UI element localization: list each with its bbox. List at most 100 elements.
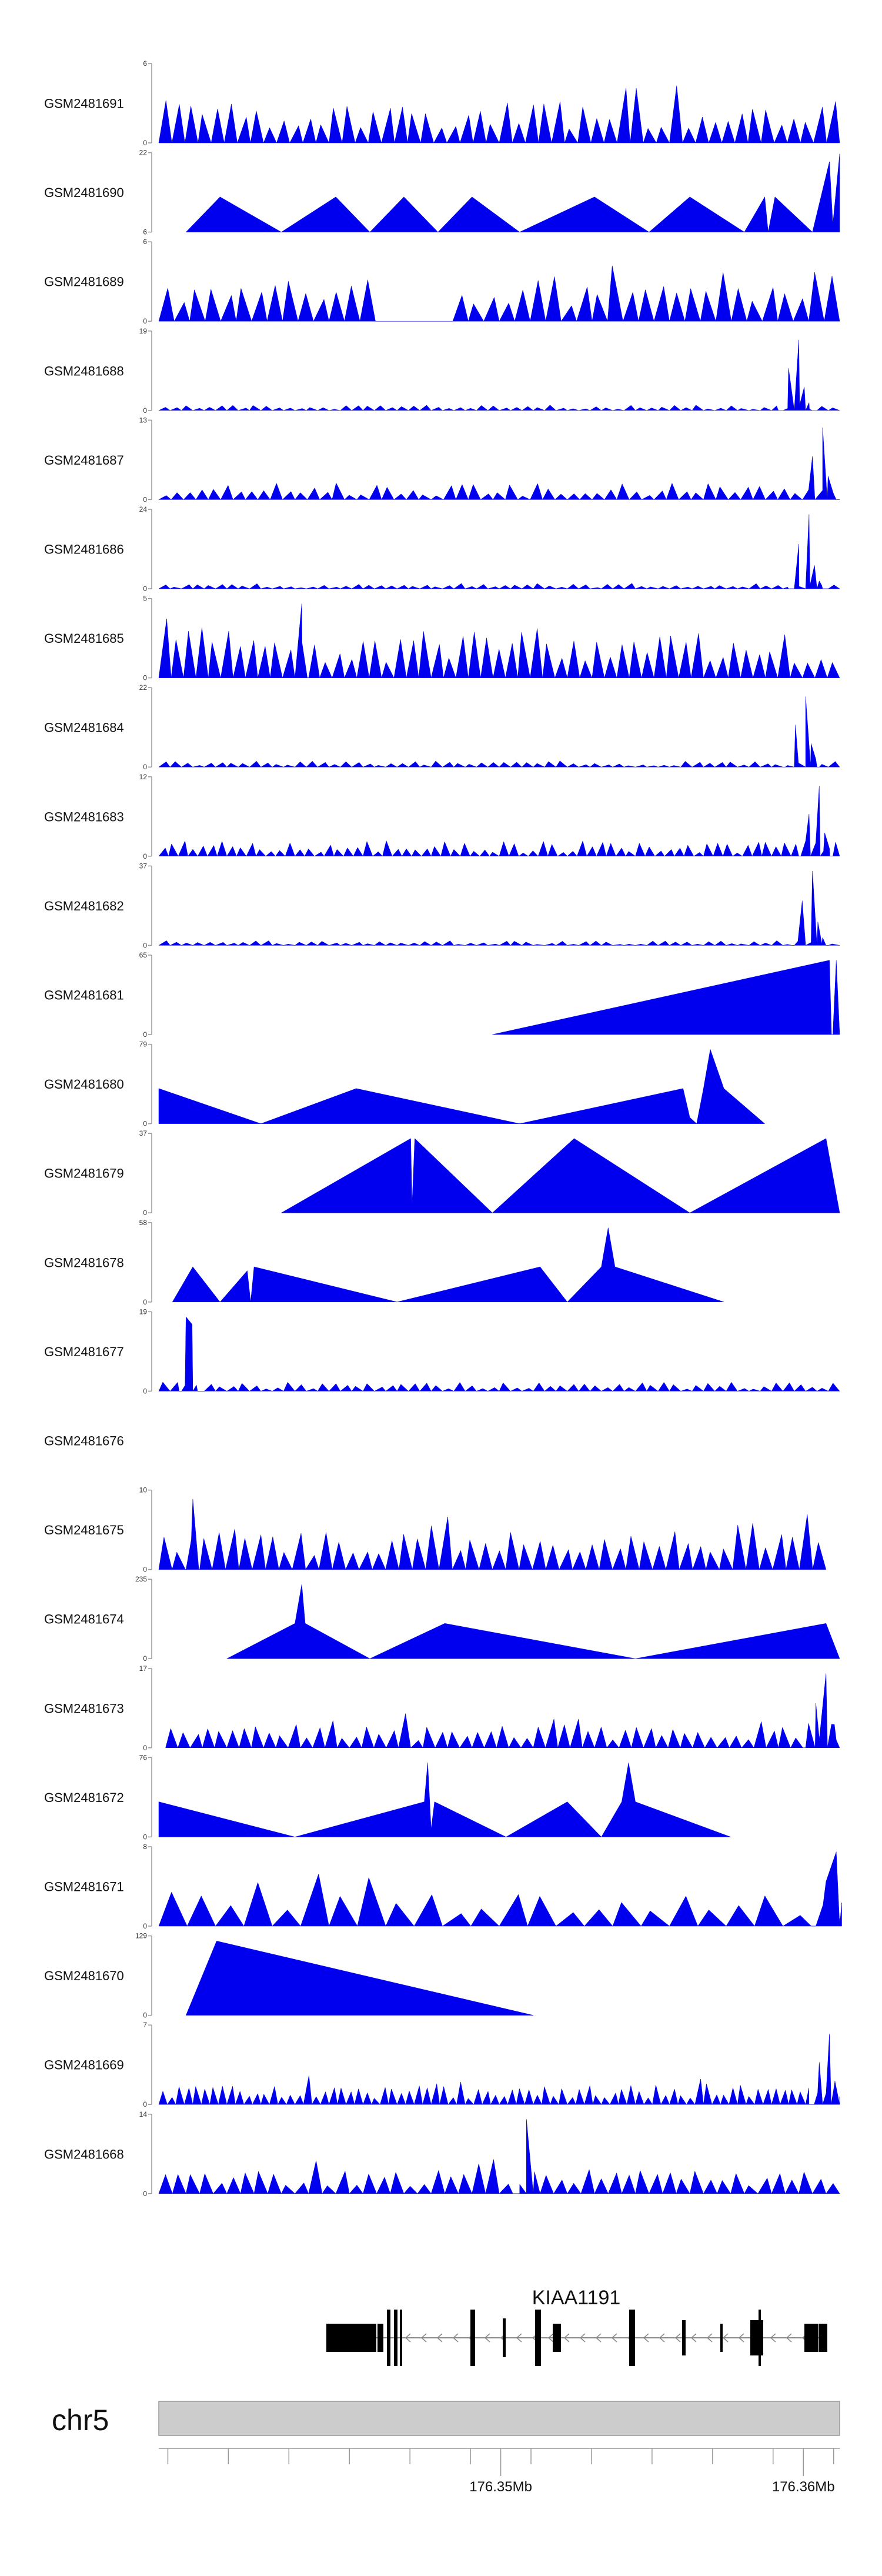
strand-chevron [595,2333,602,2343]
coverage-area [158,786,840,857]
strand-chevron [674,2333,681,2343]
gene-exon [535,2310,541,2366]
gene-exon [377,2324,383,2352]
track-label: GSM2481686 [44,542,124,557]
y-max-label: 22 [139,683,148,692]
track-label: GSM2481681 [44,988,124,1003]
y-max-label: 5 [143,595,147,603]
coverage-area [158,1499,827,1570]
gene-exon [819,2324,827,2352]
y-min-label: 0 [143,1298,147,1306]
track-label: GSM2481669 [44,2058,124,2073]
coverage-track: GSM2481669 7 0 [44,2021,840,2108]
y-min-label: 0 [143,1387,147,1395]
gene-exon [503,2318,506,2357]
y-min-label: 0 [143,139,147,147]
y-min-label: 0 [143,1654,147,1663]
y-min-label: 0 [143,1566,147,1574]
coverage-track: GSM2481683 12 0 [44,773,840,860]
strand-chevron [452,2333,459,2343]
coverage-track: GSM2481672 76 0 [44,1753,731,1841]
coverage-area [492,960,840,1035]
coverage-area [158,870,840,946]
coverage-area [158,603,840,679]
coverage-area [158,2119,840,2194]
strand-chevron [579,2333,586,2343]
strand-chevron [722,2333,729,2343]
y-max-label: 17 [139,1664,148,1673]
coverage-area [158,514,840,589]
y-min-label: 0 [143,941,147,949]
y-max-label: 6 [143,59,147,68]
y-max-label: 37 [139,862,148,870]
coverage-track: GSM2481690 22 6 [44,149,840,236]
coverage-area [185,154,840,233]
y-max-label: 129 [135,1932,147,1940]
strand-chevron [547,2333,554,2343]
track-label: GSM2481685 [44,631,124,646]
coverage-area [158,2034,840,2105]
track-label: GSM2481670 [44,1968,124,1983]
y-min-label: 0 [143,852,147,860]
gene-exon [629,2310,635,2366]
gene-exon [394,2310,397,2366]
coverage-area [158,265,840,322]
strand-chevron [659,2333,665,2343]
y-max-label: 76 [139,1753,148,1761]
y-max-label: 19 [139,327,148,335]
strand-chevron [563,2333,570,2343]
y-max-label: 37 [139,1129,148,1137]
gene-model: KIAA1191 [326,2287,827,2366]
chromosome-label: chr5 [52,2404,109,2437]
track-label: GSM2481679 [44,1166,124,1181]
coverage-area [158,340,840,411]
coverage-track: GSM2481680 79 0 [44,1040,766,1128]
strand-chevron [484,2333,490,2343]
strand-chevron [690,2333,697,2343]
coverage-track: GSM2481676 [44,1434,124,1449]
y-max-label: 8 [143,1843,147,1851]
coverage-area [158,1316,840,1392]
track-label: GSM2481672 [44,1790,124,1805]
strand-chevron [405,2333,411,2343]
track-label: GSM2481690 [44,185,124,200]
coverage-track: GSM2481675 10 0 [44,1486,827,1574]
gene-exon [804,2324,818,2352]
y-min-label: 0 [143,495,147,503]
y-min-label: 0 [143,1209,147,1217]
y-min-label: 0 [143,763,147,771]
y-max-label: 13 [139,416,148,424]
coverage-area [158,1763,731,1837]
gene-exon [553,2324,561,2352]
gene-exon [470,2310,475,2366]
coverage-area [165,1673,840,1749]
track-label: GSM2481676 [44,1434,124,1449]
y-min-label: 0 [143,1030,147,1039]
coverage-track: GSM2481671 8 0 [44,1843,842,1930]
axis-tick-label: 176.36Mb [772,2479,835,2495]
track-label: GSM2481671 [44,1880,124,1894]
y-max-label: 58 [139,1219,148,1227]
y-min-label: 0 [143,2011,147,2020]
coverage-track: GSM2481678 58 0 [44,1219,724,1306]
y-max-label: 12 [139,773,148,781]
track-label: GSM2481674 [44,1612,124,1627]
y-max-label: 19 [139,1307,148,1316]
strand-chevron [516,2333,522,2343]
coverage-track: GSM2481670 129 0 [44,1932,533,2020]
y-min-label: 0 [143,2100,147,2108]
coverage-tracks: GSM248169160GSM2481690226GSM248168960GSM… [44,59,842,2198]
coverage-area [280,1138,840,1213]
genome-axis: 176.35Mb 176.36Mb [159,2448,840,2495]
y-min-label: 6 [143,228,147,236]
coverage-track: GSM2481677 19 0 [44,1307,840,1395]
gene-name-label: KIAA1191 [532,2287,621,2309]
y-min-label: 0 [143,317,147,325]
y-min-label: 0 [143,406,147,415]
track-label: GSM2481680 [44,1077,124,1092]
gene-exon [400,2310,402,2366]
coverage-area [172,1227,724,1303]
track-label: GSM2481687 [44,453,124,468]
y-max-label: 6 [143,238,147,246]
